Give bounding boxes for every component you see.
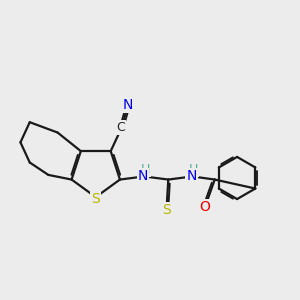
Text: N: N bbox=[186, 169, 197, 184]
Text: O: O bbox=[199, 200, 210, 214]
Text: C: C bbox=[116, 122, 125, 134]
Text: H: H bbox=[189, 163, 198, 176]
Text: H: H bbox=[140, 163, 150, 176]
Text: S: S bbox=[162, 203, 171, 217]
Text: N: N bbox=[138, 169, 148, 184]
Text: S: S bbox=[92, 192, 100, 206]
Text: N: N bbox=[123, 98, 133, 112]
